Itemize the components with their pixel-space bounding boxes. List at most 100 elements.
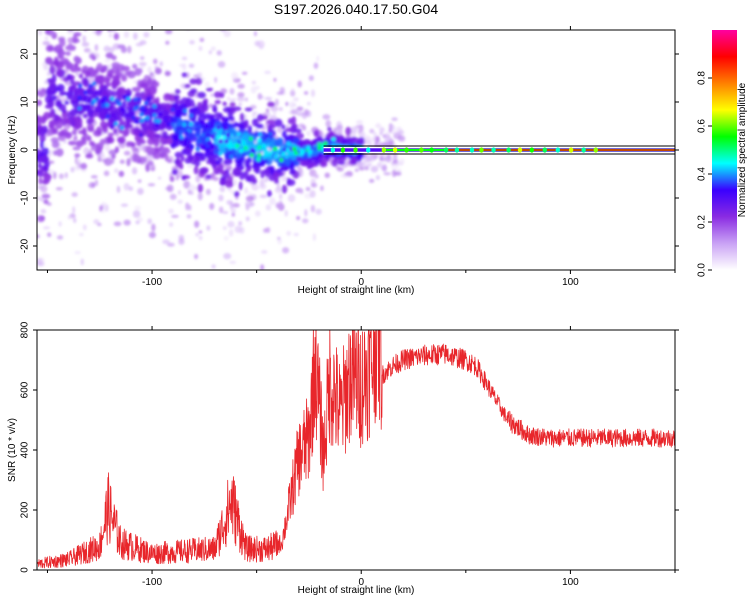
spectrogram-energy-blob xyxy=(37,90,42,96)
spectrogram-haze-blob xyxy=(293,232,299,237)
spectrogram-haze-blob xyxy=(189,190,194,195)
carrier-node xyxy=(443,147,449,153)
spectrogram-node-blob xyxy=(143,100,149,106)
spectrogram-energy-blob xyxy=(74,153,81,158)
spectrogram-energy-blob xyxy=(83,95,92,104)
spectrogram-energy-blob xyxy=(50,137,59,143)
carrier-node xyxy=(330,147,336,153)
spectrogram-energy-blob xyxy=(59,61,65,68)
carrier-node xyxy=(506,147,511,153)
spectrogram-node-blob xyxy=(177,121,183,126)
spectrogram-energy-blob xyxy=(107,132,115,137)
spectrogram-haze-blob xyxy=(106,7,113,14)
spectrogram-energy-blob xyxy=(264,168,271,178)
spectrogram-haze-blob xyxy=(259,194,268,199)
spectrogram-node-blob xyxy=(105,114,111,119)
spectrogram-energy-blob xyxy=(205,87,214,92)
spectrogram-node-blob xyxy=(120,107,125,112)
spectrogram-node-blob xyxy=(199,120,204,126)
spectrogram-haze-blob xyxy=(134,205,142,211)
spectrogram-energy-blob xyxy=(116,90,123,99)
spectrogram-haze-blob xyxy=(227,187,232,192)
spectrogram-energy-blob xyxy=(189,78,198,85)
spectrogram-energy-blob xyxy=(233,121,239,128)
spectrogram-node-blob xyxy=(224,147,229,152)
spectrogram-haze-blob xyxy=(289,90,296,97)
spectrogram-haze-blob xyxy=(265,204,272,211)
spectrogram-haze-blob xyxy=(191,18,198,26)
spectrogram-energy-blob xyxy=(222,101,227,107)
spectrogram-node-blob xyxy=(139,112,144,117)
spectrogram-haze-blob xyxy=(260,264,265,270)
spectrogram-haze-blob xyxy=(195,232,199,237)
spectrogram-haze-blob xyxy=(285,101,289,107)
spectrogram-energy-blob xyxy=(146,78,152,86)
spectrogram-energy-blob xyxy=(205,174,212,179)
spectrogram-haze-blob xyxy=(75,71,79,76)
spectrogram-node-blob xyxy=(207,140,212,146)
spectrogram-energy-blob xyxy=(214,112,222,119)
spectrogram-haze-blob xyxy=(106,63,112,71)
spectrogram-haze-blob xyxy=(177,190,182,195)
spectrogram-energy-blob xyxy=(281,124,286,130)
spectrogram-haze-blob xyxy=(276,91,284,95)
spectrogram-haze-blob xyxy=(218,194,224,202)
spectrogram-haze-blob xyxy=(116,185,121,194)
spectrogram-haze-blob xyxy=(257,40,265,49)
spectrogram-energy-blob xyxy=(197,91,206,99)
spectrogram-haze-blob xyxy=(82,35,87,43)
spectrogram-energy-blob xyxy=(188,154,194,162)
spectrogram-energy-blob xyxy=(275,168,283,173)
spectrogram-energy-blob xyxy=(72,146,81,151)
spectrogram-energy-blob xyxy=(78,73,84,79)
spectrogram-haze-blob xyxy=(155,3,162,11)
spectrogram-energy-blob xyxy=(68,140,77,146)
spectrogram-energy-blob xyxy=(44,30,51,35)
spectrogram-energy-blob xyxy=(75,140,84,148)
spectrogram-haze-blob xyxy=(198,230,203,234)
spectrogram-energy-blob xyxy=(198,156,206,162)
spectrogram-haze-blob xyxy=(132,25,136,29)
spectrogram-haze-blob xyxy=(76,158,82,166)
spectrogram-haze-blob xyxy=(230,189,235,195)
spectrogram-energy-blob xyxy=(91,90,101,96)
spectrogram-energy-blob xyxy=(89,53,95,60)
spectrogram-energy-blob xyxy=(252,118,259,127)
spectrogram-energy-blob xyxy=(76,89,82,95)
spectrogram-node-blob xyxy=(261,155,267,160)
spectrogram-haze-blob xyxy=(251,80,257,85)
spectrogram-energy-blob xyxy=(126,117,131,127)
spectrogram-haze-blob xyxy=(314,174,319,179)
spectrogram-haze-blob xyxy=(222,226,227,231)
spectrogram-haze-blob xyxy=(379,127,385,133)
spectrogram-haze-blob xyxy=(237,92,245,98)
spectrogram-energy-blob xyxy=(310,141,318,146)
spectrogram-energy-blob xyxy=(153,138,160,147)
spectrogram-haze-blob xyxy=(157,176,162,180)
spectrogram-energy-blob xyxy=(95,126,103,136)
spectrogram-haze-blob xyxy=(94,179,99,187)
spectrogram-haze-blob xyxy=(104,58,111,63)
spectrogram-haze-blob xyxy=(88,1,93,9)
spectrogram-energy-blob xyxy=(147,124,155,130)
spectrogram-node-blob xyxy=(243,145,248,151)
spectrogram-energy-blob xyxy=(134,91,142,98)
spectrogram-energy-blob xyxy=(77,66,82,72)
spectrogram-energy-blob xyxy=(95,75,104,84)
spectrogram-haze-blob xyxy=(198,45,203,51)
spectrogram-energy-blob xyxy=(111,153,116,159)
spectrogram-ylabel: Frequency (Hz) xyxy=(7,116,18,185)
spectrogram-haze-blob xyxy=(284,209,289,217)
spectrogram-haze-blob xyxy=(226,96,231,101)
spectrogram-haze-blob xyxy=(244,97,249,102)
spectrogram-node-blob xyxy=(83,90,88,95)
spectrogram-energy-blob xyxy=(149,85,156,93)
spectrogram-haze-blob xyxy=(306,130,311,137)
figure-title: S197.2026.040.17.50.G04 xyxy=(274,1,438,17)
spectrogram-haze-blob xyxy=(187,30,189,31)
spectrogram-haze-blob xyxy=(37,30,43,36)
spectrogram-haze-blob xyxy=(253,31,257,37)
spectrogram-node-blob xyxy=(248,136,254,141)
